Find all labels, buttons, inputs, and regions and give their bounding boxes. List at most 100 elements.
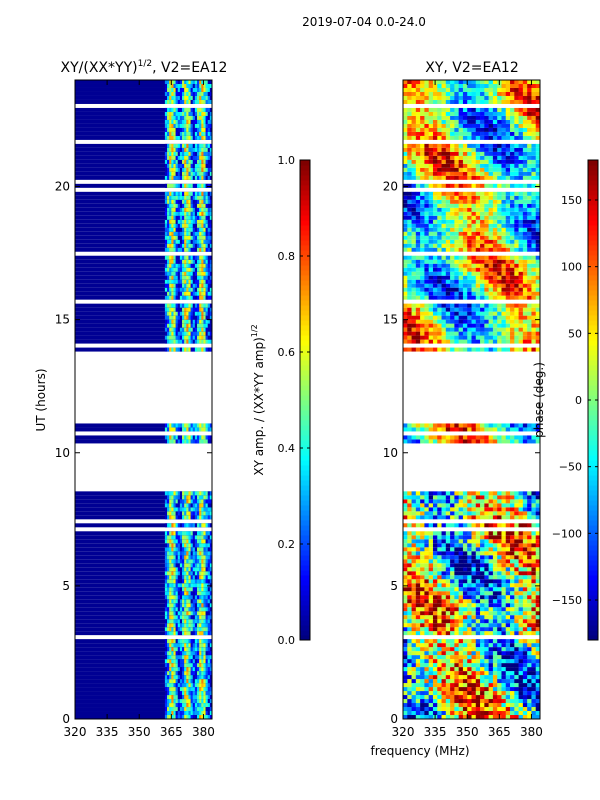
amp-cell bbox=[207, 611, 211, 616]
amp-cell bbox=[167, 551, 170, 556]
amp-cell bbox=[205, 335, 209, 340]
amp-cell bbox=[186, 607, 189, 612]
amp-cell bbox=[173, 143, 176, 148]
amp-cell bbox=[190, 575, 194, 580]
amp-cell bbox=[188, 511, 191, 516]
amp-row bbox=[75, 159, 212, 164]
phase-cell bbox=[527, 679, 532, 684]
amp-cell bbox=[169, 711, 172, 716]
phase-cell bbox=[415, 339, 421, 344]
phase-cell bbox=[458, 611, 464, 616]
amp-cell bbox=[186, 599, 189, 604]
amp-cell bbox=[169, 80, 172, 84]
amp-cell bbox=[182, 147, 185, 152]
phase-cell bbox=[497, 607, 502, 612]
phase-cell bbox=[471, 715, 477, 719]
phase-cell bbox=[415, 567, 421, 572]
phase-cell bbox=[480, 539, 485, 544]
phase-cell bbox=[462, 315, 468, 320]
phase-cell bbox=[424, 555, 429, 560]
phase-cell bbox=[411, 555, 417, 560]
phase-cell bbox=[445, 575, 451, 580]
amp-cell bbox=[205, 347, 209, 352]
amp-cell bbox=[201, 291, 204, 296]
amp-cell bbox=[169, 127, 172, 132]
phase-cell bbox=[505, 603, 511, 608]
amp-cell bbox=[179, 327, 183, 332]
amp-colorbar-segment bbox=[300, 165, 310, 171]
amp-cell bbox=[184, 287, 187, 292]
phase-cell bbox=[441, 639, 447, 644]
phase-cell bbox=[514, 595, 519, 600]
phase-cell bbox=[424, 575, 429, 580]
phase-cell bbox=[535, 711, 540, 716]
amp-cell bbox=[182, 423, 185, 428]
amp-cell bbox=[173, 639, 176, 644]
phase-cell bbox=[403, 339, 408, 344]
amp-cell bbox=[209, 243, 212, 248]
amp-cell bbox=[175, 195, 179, 200]
phase-cell bbox=[441, 651, 447, 656]
phase-cell bbox=[492, 319, 498, 324]
phase-cell bbox=[424, 659, 429, 664]
phase-cell bbox=[450, 715, 455, 719]
amp-cell bbox=[167, 327, 170, 332]
phase-cell bbox=[450, 491, 455, 496]
amp-cell bbox=[169, 687, 172, 692]
amp-cell bbox=[201, 571, 204, 576]
phase-cell bbox=[514, 591, 519, 596]
phase-cell bbox=[445, 347, 451, 352]
phase-cell bbox=[492, 571, 498, 576]
phase-cell bbox=[450, 687, 455, 692]
amp-colorbar-segment bbox=[300, 615, 310, 621]
amp-cell bbox=[205, 87, 209, 92]
amp-cell bbox=[169, 631, 172, 636]
amp-cell bbox=[175, 327, 179, 332]
amp-cell bbox=[190, 627, 194, 632]
phase-cell bbox=[492, 707, 498, 712]
amp-row bbox=[75, 259, 212, 264]
amp-cell bbox=[164, 211, 168, 216]
amp-cell bbox=[203, 651, 206, 656]
phase-cell bbox=[428, 651, 434, 656]
phase-cell bbox=[514, 523, 519, 528]
phase-cell bbox=[501, 539, 507, 544]
phase-cell bbox=[492, 435, 498, 440]
amp-cell bbox=[188, 639, 191, 644]
phase-cell bbox=[411, 619, 417, 624]
amp-cell bbox=[173, 80, 176, 84]
phase-cell bbox=[462, 591, 468, 596]
phase-cell bbox=[424, 615, 429, 620]
amp-cell bbox=[192, 495, 196, 500]
amp-cell bbox=[205, 151, 209, 156]
phase-cell bbox=[407, 335, 412, 340]
amp-cell bbox=[177, 683, 181, 688]
phase-cell bbox=[480, 607, 485, 612]
phase-cell bbox=[441, 703, 447, 708]
amp-cell bbox=[197, 615, 200, 620]
amp-cell bbox=[207, 587, 211, 592]
amp-cell bbox=[192, 339, 196, 344]
amp-cell bbox=[205, 231, 209, 236]
phase-cell bbox=[415, 679, 421, 684]
phase-cell bbox=[441, 547, 447, 552]
amp-cell bbox=[175, 547, 179, 552]
phase-cell bbox=[407, 327, 412, 332]
phase-cell bbox=[488, 703, 494, 708]
phase-cell bbox=[467, 711, 472, 716]
phase-cell bbox=[424, 627, 429, 632]
amp-cell bbox=[203, 575, 206, 580]
phase-cell bbox=[488, 515, 494, 520]
phase-cell bbox=[445, 583, 451, 588]
phase-cell bbox=[462, 675, 468, 680]
phase-cell bbox=[510, 551, 515, 556]
phase-cell bbox=[411, 427, 417, 432]
amp-cell bbox=[169, 699, 172, 704]
amp-cell bbox=[173, 507, 176, 512]
phase-cell bbox=[488, 675, 494, 680]
phase-cell bbox=[514, 543, 519, 548]
phase-cell bbox=[428, 571, 434, 576]
phase-cell bbox=[492, 567, 498, 572]
amp-cell bbox=[186, 627, 189, 632]
phase-cell bbox=[527, 319, 532, 324]
